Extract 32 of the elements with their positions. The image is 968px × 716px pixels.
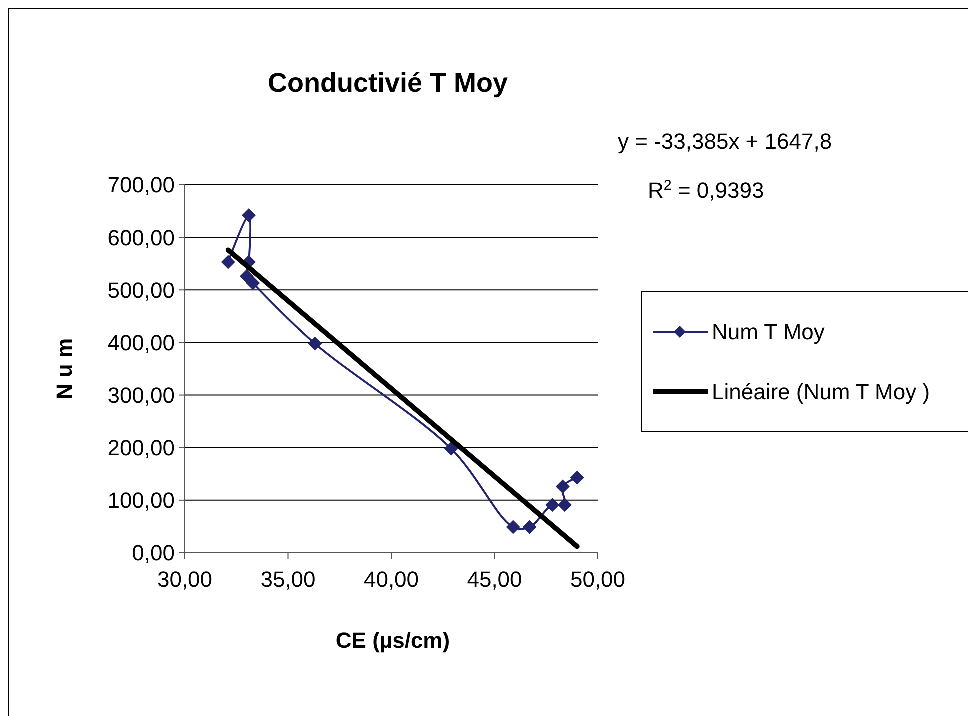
point xyxy=(444,442,458,456)
y-tick-label: 400,00 xyxy=(108,330,175,356)
x-tick-label: 45,00 xyxy=(467,567,522,592)
point xyxy=(242,208,256,222)
point xyxy=(556,480,570,494)
x-tick-label: 40,00 xyxy=(364,567,420,592)
legend-label: Num T Moy xyxy=(712,320,825,345)
x-tick-label: 50,00 xyxy=(570,567,626,592)
x-tick-label: 30,00 xyxy=(157,567,213,592)
x-tick-label: 35,00 xyxy=(260,567,316,592)
y-tick-label: 100,00 xyxy=(108,488,175,514)
point xyxy=(558,498,572,512)
y-tick-label: 300,00 xyxy=(108,382,175,408)
point xyxy=(570,470,584,485)
point xyxy=(246,276,260,290)
y-tick-label: 200,00 xyxy=(108,436,175,461)
point xyxy=(221,255,236,270)
text: y = -33,385x + 1647,8 xyxy=(618,129,832,154)
y-axis-title: N u m xyxy=(52,338,77,400)
y-tick-label: 500,00 xyxy=(108,278,175,303)
point xyxy=(240,269,254,284)
y-tick-label: 700,00 xyxy=(108,172,175,198)
y-tick-label: 600,00 xyxy=(108,225,175,250)
y-tick-label: 0,00 xyxy=(132,540,175,566)
chart-title: Conductivié T Moy xyxy=(268,68,508,98)
x-axis-title: CE (µs/cm) xyxy=(336,628,450,653)
point xyxy=(506,520,520,534)
point xyxy=(546,498,560,512)
point xyxy=(522,520,537,534)
point xyxy=(308,336,322,351)
text: R$^{2}$ = 0,9393 xyxy=(648,178,764,203)
legend-label: Linéaire (Num T Moy ) xyxy=(712,380,930,405)
